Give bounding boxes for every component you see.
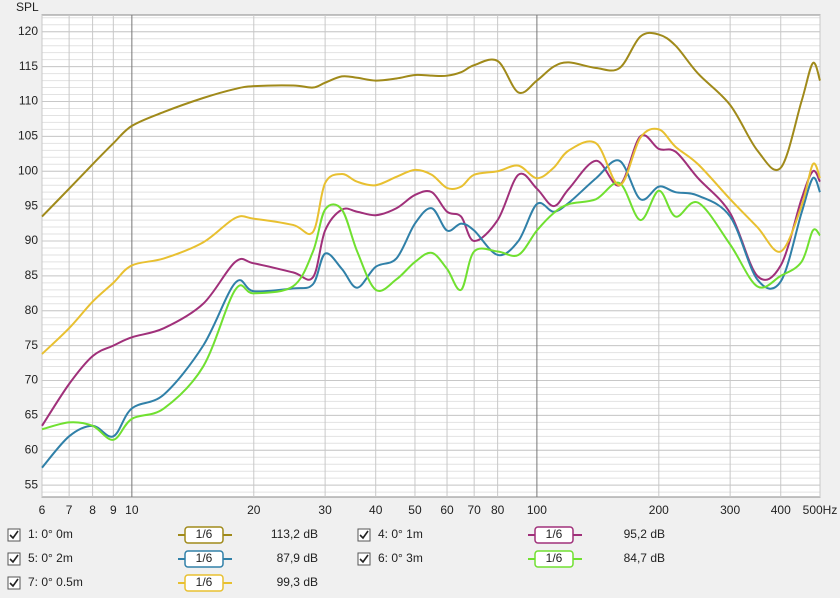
legend-smoothing: 1/6 xyxy=(196,575,213,589)
y-tick-label: 75 xyxy=(25,338,39,352)
y-tick-label: 85 xyxy=(25,268,39,282)
legend-checkbox xyxy=(357,552,371,566)
x-tick-label: 70 xyxy=(467,503,481,517)
line xyxy=(41,31,821,218)
legend-check xyxy=(9,530,19,540)
x-tick-label: 10 xyxy=(125,503,139,517)
y-tick-label: 90 xyxy=(25,233,39,247)
x-tick-label: 9 xyxy=(110,503,117,517)
legend-level: 113,2 dB xyxy=(271,527,318,541)
legend-name: 7: 0° 0.5m xyxy=(28,575,83,589)
legend-smoothing-button xyxy=(184,550,224,568)
x-tick-label: 30 xyxy=(318,503,332,517)
y-tick-label: 55 xyxy=(25,477,39,491)
y-tick-label: 110 xyxy=(19,94,38,108)
x-tick-label: 6 xyxy=(39,503,46,517)
y-tick-label: 105 xyxy=(18,129,38,143)
legend-check xyxy=(359,554,369,564)
legend-checkbox xyxy=(7,552,21,566)
legend-name: 6: 0° 3m xyxy=(378,551,423,565)
line xyxy=(41,181,821,441)
y-tick-label: 65 xyxy=(25,408,39,422)
x-tick-label: 8 xyxy=(89,503,96,517)
y-tick-label: 100 xyxy=(18,163,38,177)
legend-name: 4: 0° 1m xyxy=(378,527,423,541)
y-tick-label: 115 xyxy=(19,59,38,73)
x-tick-label: 50 xyxy=(408,503,422,517)
x-tick-label: 100 xyxy=(527,503,547,517)
x-tick-label: 40 xyxy=(369,503,383,517)
x-tick-label: 20 xyxy=(247,503,261,517)
legend-level: 95,2 dB xyxy=(624,527,665,541)
y-tick-label: 60 xyxy=(25,442,39,456)
y-tick-label: 80 xyxy=(25,303,39,317)
x-tick-label: 200 xyxy=(649,503,669,517)
legend-name: 1: 0° 0m xyxy=(28,527,73,541)
legend-name: 5: 0° 2m xyxy=(28,551,73,565)
legend-level: 99,3 dB xyxy=(277,575,318,589)
legend-checkbox xyxy=(357,528,371,542)
line xyxy=(41,127,821,355)
x-tick-label: 300 xyxy=(720,503,740,517)
legend-smoothing-button xyxy=(534,526,574,544)
legend-checkbox xyxy=(7,528,21,542)
legend-check xyxy=(9,554,19,564)
y-tick-label: 95 xyxy=(25,198,39,212)
legend-smoothing: 1/6 xyxy=(546,551,563,565)
x-tick-label: 60 xyxy=(440,503,454,517)
x-tick-label: 80 xyxy=(491,503,505,517)
line xyxy=(41,159,821,469)
line xyxy=(41,134,821,427)
legend-checkbox xyxy=(7,576,21,590)
legend-smoothing-button xyxy=(534,550,574,568)
x-tick-label: 400 xyxy=(771,503,791,517)
legend-smoothing: 1/6 xyxy=(196,527,213,541)
legend-level: 84,7 dB xyxy=(624,551,665,565)
legend-check xyxy=(9,578,19,588)
legend-smoothing-button xyxy=(184,526,224,544)
x-tick-label: 500Hz xyxy=(803,503,838,517)
y-axis-label: SPL xyxy=(16,0,39,14)
legend-smoothing: 1/6 xyxy=(546,527,563,541)
legend-smoothing-button xyxy=(184,574,224,592)
legend-smoothing: 1/6 xyxy=(196,551,213,565)
y-tick-label: 120 xyxy=(18,24,38,38)
x-tick-label: 7 xyxy=(66,503,73,517)
y-tick-label: 70 xyxy=(25,373,39,387)
legend-level: 87,9 dB xyxy=(277,551,318,565)
legend-check xyxy=(359,530,369,540)
